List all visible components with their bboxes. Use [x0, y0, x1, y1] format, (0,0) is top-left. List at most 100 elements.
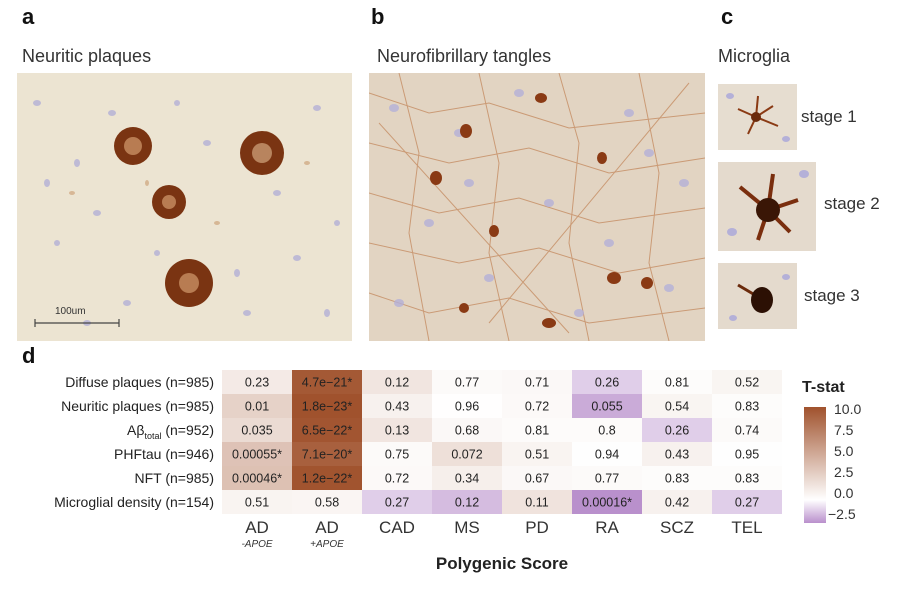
- heatmap-cell-label: 0.51: [245, 496, 269, 510]
- heatmap-cell-label: 0.13: [385, 424, 409, 438]
- stage-2-label: stage 2: [824, 194, 880, 214]
- heatmap-cell-label: 6.5e−22*: [302, 424, 353, 438]
- heatmap-cell-label: 4.7e−21*: [302, 376, 353, 390]
- row-label-text: Neuritic plaques (n=985): [61, 398, 214, 414]
- heatmap-cell-label: 0.035: [241, 424, 272, 438]
- heatmap-cell-label: 0.83: [735, 400, 759, 414]
- microglia-stage-2-micrograph: [718, 162, 816, 251]
- column-label: CAD: [362, 518, 432, 538]
- legend-title: T-stat: [802, 379, 845, 397]
- row-label: PHFtau (n=946): [114, 446, 214, 462]
- heatmap-cell-label: 0.27: [385, 496, 409, 510]
- row-label-text: NFT (n=985): [135, 470, 215, 486]
- microglia-stage-3-micrograph: [718, 263, 797, 329]
- row-label-text: Diffuse plaques (n=985): [65, 374, 214, 390]
- stage-3-label: stage 3: [804, 286, 860, 306]
- heatmap-cell-label: 0.67: [525, 472, 549, 486]
- panel-d-letter: d: [22, 343, 35, 369]
- heatmap-cell-label: 0.74: [735, 424, 759, 438]
- panel-a-letter: a: [22, 4, 34, 30]
- heatmap-cell-label: 0.81: [525, 424, 549, 438]
- column-sublabel: -APOE: [222, 539, 292, 550]
- neuritic-plaques-micrograph: 100um: [17, 73, 352, 341]
- legend-tick-label: 5.0: [834, 443, 853, 459]
- heatmap-cell-label: 0.27: [735, 496, 759, 510]
- column-sublabel: +APOE: [292, 539, 362, 550]
- column-label: TEL: [712, 518, 782, 538]
- heatmap-cell-label: 0.75: [385, 448, 409, 462]
- heatmap-cell-label: 0.54: [665, 400, 689, 414]
- row-label: Diffuse plaques (n=985): [65, 374, 214, 390]
- heatmap-cell-label: 0.072: [451, 448, 482, 462]
- legend-tick-label: 10.0: [834, 401, 861, 417]
- row-label-tail: (n=952): [161, 422, 214, 438]
- legend-tick-label: 2.5: [834, 464, 853, 480]
- stage-1-label: stage 1: [801, 107, 857, 127]
- column-label: AD: [222, 518, 292, 538]
- heatmap-cell-label: 0.26: [665, 424, 689, 438]
- heatmap-cell-label: 0.01: [245, 400, 269, 414]
- heatmap-cell-label: 0.43: [385, 400, 409, 414]
- heatmap-cell-label: 0.34: [455, 472, 479, 486]
- heatmap-cell-label: 0.72: [525, 400, 549, 414]
- row-label-text: Microglial density (n=154): [54, 494, 214, 510]
- row-label: Aβtotal (n=952): [127, 422, 214, 441]
- column-labels: AD -APOE AD +APOE CAD MS PD RA SCZ TEL: [222, 518, 782, 558]
- column-label: AD: [292, 518, 362, 538]
- row-label-text: Aβ: [127, 422, 144, 438]
- heatmap-cell-label: 0.71: [525, 376, 549, 390]
- heatmap-cell-label: 0.83: [665, 472, 689, 486]
- legend-tick-label: 0.0: [834, 485, 853, 501]
- heatmap-cell-label: 0.72: [385, 472, 409, 486]
- neurofibrillary-tangles-micrograph: [369, 73, 705, 341]
- heatmap-cell-label: 0.77: [455, 376, 479, 390]
- heatmap-cell-label: 1.2e−22*: [302, 472, 353, 486]
- column-label: MS: [432, 518, 502, 538]
- panel-a-title: Neuritic plaques: [22, 46, 151, 67]
- panel-c-title: Microglia: [718, 46, 790, 67]
- column-label: PD: [502, 518, 572, 538]
- heatmap-cell-label: 0.68: [455, 424, 479, 438]
- heatmap-cell-label: 0.8: [598, 424, 615, 438]
- heatmap-cell-label: 1.8e−23*: [302, 400, 353, 414]
- heatmap-cell-label: 7.1e−20*: [302, 448, 353, 462]
- heatmap-cell-label: 0.00055*: [232, 448, 282, 462]
- heatmap-cell-label: 0.83: [735, 472, 759, 486]
- column-label: SCZ: [642, 518, 712, 538]
- legend-colorbar: [804, 407, 826, 523]
- heatmap-cell-label: 0.00016*: [582, 496, 632, 510]
- x-axis-label: Polygenic Score: [222, 554, 782, 574]
- heatmap-cell-label: 0.055: [591, 400, 622, 414]
- legend-tick-label: −2.5: [828, 506, 856, 522]
- heatmap-cell-label: 0.51: [525, 448, 549, 462]
- heatmap-cell-label: 0.12: [455, 496, 479, 510]
- heatmap-cell-label: 0.42: [665, 496, 689, 510]
- heatmap-cell-label: 0.95: [735, 448, 759, 462]
- row-label-subscript: total: [144, 431, 161, 441]
- row-label: NFT (n=985): [135, 470, 215, 486]
- row-label-text: PHFtau (n=946): [114, 446, 214, 462]
- column-label: RA: [572, 518, 642, 538]
- legend-tick-label: 7.5: [834, 422, 853, 438]
- heatmap-cell-label: 0.77: [595, 472, 619, 486]
- scale-bar-label: 100um: [55, 306, 86, 317]
- row-label: Neuritic plaques (n=985): [61, 398, 214, 414]
- heatmap-cell-label: 0.12: [385, 376, 409, 390]
- heatmap-cell-label: 0.94: [595, 448, 619, 462]
- heatmap-cell-label: 0.96: [455, 400, 479, 414]
- panel-c-letter: c: [721, 4, 733, 30]
- microglia-stage-1-micrograph: [718, 84, 797, 150]
- row-label: Microglial density (n=154): [54, 494, 214, 510]
- heatmap-cell-label: 0.52: [735, 376, 759, 390]
- legend-ticks: 10.0 7.5 5.0 2.5 0.0 −2.5: [834, 401, 894, 531]
- row-labels: Diffuse plaques (n=985) Neuritic plaques …: [0, 370, 214, 514]
- heatmap-cell-label: 0.23: [245, 376, 269, 390]
- heatmap-cell-label: 0.58: [315, 496, 339, 510]
- panel-b-title: Neurofibrillary tangles: [377, 46, 551, 67]
- heatmap-cell-label: 0.26: [595, 376, 619, 390]
- heatmap-cell-label: 0.00046*: [232, 472, 282, 486]
- heatmap-cell-label: 0.11: [525, 496, 548, 510]
- t-stat-heatmap: 0.23 4.7e−21* 0.12 0.77 0.71 0.26 0.81 0.52 0.01…: [222, 370, 782, 514]
- heatmap-cell-label: 0.81: [665, 376, 689, 390]
- panel-b-letter: b: [371, 4, 384, 30]
